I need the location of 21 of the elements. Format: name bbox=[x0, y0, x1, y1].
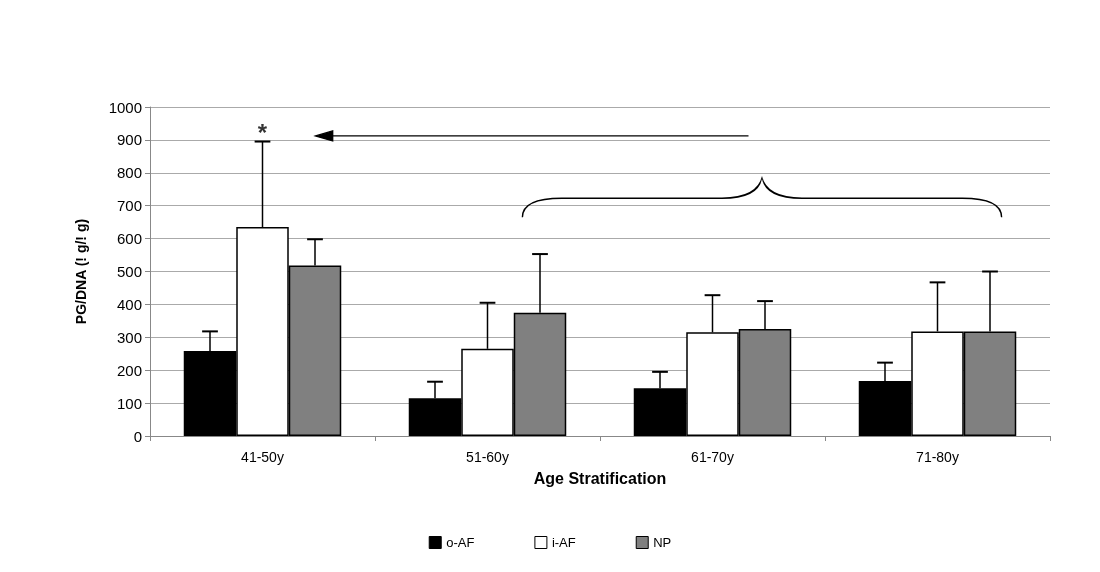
legend-label: o-AF bbox=[446, 535, 475, 550]
y-tick-label: 600 bbox=[116, 230, 142, 248]
x-tick-label: 61-70y bbox=[691, 449, 734, 465]
y-tick-label: 400 bbox=[116, 295, 142, 313]
x-axis-title: Age Stratification bbox=[533, 469, 667, 487]
y-tick-label: 0 bbox=[133, 427, 142, 445]
y-tick-label: 300 bbox=[116, 328, 142, 346]
x-tick-label: 71-80y bbox=[916, 449, 959, 465]
y-tick-label: 1000 bbox=[108, 98, 142, 116]
x-tick-label: 41-50y bbox=[241, 449, 284, 465]
annotation: * bbox=[257, 119, 268, 147]
y-tick-label: 800 bbox=[116, 164, 142, 182]
y-axis-title: PG/DNA (! g/! g) bbox=[73, 218, 89, 325]
y-tick-label: 200 bbox=[116, 361, 142, 379]
y-tick-label: 700 bbox=[116, 197, 142, 215]
legend-label: i-AF bbox=[551, 535, 576, 550]
y-tick-label: 100 bbox=[116, 394, 142, 412]
y-tick-label: 500 bbox=[116, 263, 142, 280]
x-tick-label: 51-60y bbox=[466, 449, 509, 465]
y-tick-label: 900 bbox=[116, 131, 142, 149]
legend-label: NP bbox=[653, 535, 672, 550]
